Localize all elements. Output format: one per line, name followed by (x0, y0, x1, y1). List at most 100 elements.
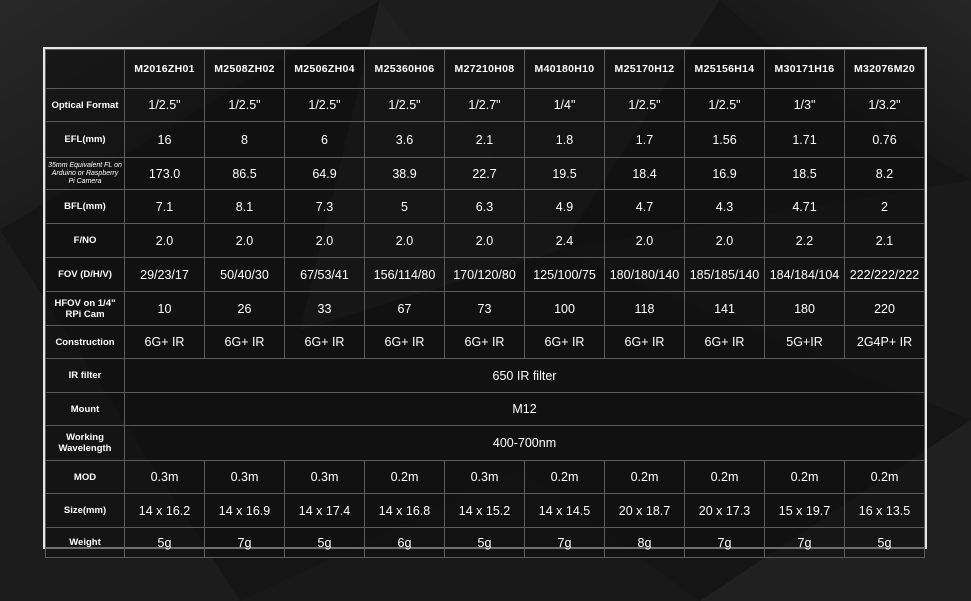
spec-value: 180 (764, 291, 845, 326)
spec-value: 16.9 (684, 157, 765, 190)
spec-value: 16 x 13.5 (844, 493, 925, 528)
spec-value: 156/114/80 (364, 257, 445, 292)
model-header: M2506ZH04 (284, 49, 365, 89)
spec-value: 2.0 (364, 223, 445, 258)
spec-row: MOD 0.3m 0.3m 0.3m 0.2m 0.3m 0.2m 0.2m 0.2m 0.2m 0… (45, 460, 925, 494)
spec-value: 5g (844, 527, 925, 558)
spec-row: 35mm Equivalent FL on Arduino or Raspber… (45, 157, 925, 190)
model-header: M25170H12 (604, 49, 685, 89)
row-label: IR filter (45, 358, 125, 393)
spec-value: 2.1 (444, 121, 525, 158)
spec-value: 15 x 19.7 (764, 493, 845, 528)
row-label: HFOV on 1/4" RPi Cam (45, 291, 125, 326)
spec-value: 1/2.5" (124, 88, 205, 122)
spec-value: 1/2.5" (284, 88, 365, 122)
spec-value: 7g (684, 527, 765, 558)
model-header: M2016ZH01 (124, 49, 205, 89)
spec-value: 3.6 (364, 121, 445, 158)
spec-value: 6G+ IR (204, 325, 285, 359)
spec-value-shared: M12 (124, 392, 925, 426)
spec-value: 20 x 18.7 (604, 493, 685, 528)
spec-value: 118 (604, 291, 685, 326)
spec-value: 73 (444, 291, 525, 326)
spec-value: 14 x 16.2 (124, 493, 205, 528)
spec-value: 6G+ IR (684, 325, 765, 359)
spec-value: 5G+IR (764, 325, 845, 359)
spec-value: 1/2.5" (604, 88, 685, 122)
spec-value: 1/2.5" (684, 88, 765, 122)
spec-value: 14 x 16.8 (364, 493, 445, 528)
spec-value: 0.2m (684, 460, 765, 494)
spec-value: 0.3m (284, 460, 365, 494)
spec-value: 67 (364, 291, 445, 326)
spec-value: 0.76 (844, 121, 925, 158)
spec-row: Optical Format 1/2.5" 1/2.5" 1/2.5" 1/2.5" 1/… (45, 88, 925, 122)
spec-value: 1/3.2" (844, 88, 925, 122)
spec-value: 5 (364, 189, 445, 224)
spec-row: EFL(mm) 16 8 6 3.6 2.1 1.8 1.7 1.56 1.71 0.76 (45, 121, 925, 158)
spec-value: 26 (204, 291, 285, 326)
spec-value: 2.0 (204, 223, 285, 258)
spec-value: 1/4" (524, 88, 605, 122)
spec-value: 2.1 (844, 223, 925, 258)
spec-value: 1/2.5" (204, 88, 285, 122)
spec-value: 1.56 (684, 121, 765, 158)
spec-value: 8g (604, 527, 685, 558)
spec-value: 100 (524, 291, 605, 326)
spec-row: FOV (D/H/V) 29/23/17 50/40/30 67/53/41 156/1… (45, 257, 925, 292)
spec-value: 67/53/41 (284, 257, 365, 292)
row-label: 35mm Equivalent FL on Arduino or Raspber… (45, 157, 125, 190)
spec-value: 0.2m (364, 460, 445, 494)
spec-value: 1/3" (764, 88, 845, 122)
spec-row: BFL(mm) 7.1 8.1 7.3 5 6.3 4.9 4.7 4.3 4.71 2 (45, 189, 925, 224)
spec-row: Construction 6G+ IR 6G+ IR 6G+ IR 6G+ IR 6G+ … (45, 325, 925, 359)
row-label: Working Wavelength (45, 425, 125, 461)
spec-value: 7.1 (124, 189, 205, 224)
spec-value: 19.5 (524, 157, 605, 190)
row-label: BFL(mm) (45, 189, 125, 224)
spec-value: 6g (364, 527, 445, 558)
spec-value: 0.2m (604, 460, 685, 494)
spec-row: F/NO 2.0 2.0 2.0 2.0 2.0 2.4 2.0 2.0 2.2 2.1 (45, 223, 925, 258)
spec-value: 6G+ IR (444, 325, 525, 359)
spec-value: 173.0 (124, 157, 205, 190)
spec-value: 4.3 (684, 189, 765, 224)
spec-value: 2.2 (764, 223, 845, 258)
spec-value: 8.1 (204, 189, 285, 224)
spec-value: 1.7 (604, 121, 685, 158)
spec-value: 5g (124, 527, 205, 558)
spec-value: 1/2.5" (364, 88, 445, 122)
spec-value: 86.5 (204, 157, 285, 190)
model-header: M2508ZH02 (204, 49, 285, 89)
spec-row: Weight 5g 7g 5g 6g 5g 7g 8g 7g 7g 5g (45, 527, 925, 558)
spec-value: 6G+ IR (364, 325, 445, 359)
spec-value-shared: 400-700nm (124, 425, 925, 461)
spec-value: 18.4 (604, 157, 685, 190)
spec-value: 141 (684, 291, 765, 326)
spec-value: 222/222/222 (844, 257, 925, 292)
spec-value: 4.7 (604, 189, 685, 224)
spec-value: 4.71 (764, 189, 845, 224)
spec-value: 7.3 (284, 189, 365, 224)
spec-value: 16 (124, 121, 205, 158)
spec-row: Mount M12 (45, 392, 925, 426)
spec-value: 29/23/17 (124, 257, 205, 292)
spec-value: 0.2m (764, 460, 845, 494)
spec-value: 7g (764, 527, 845, 558)
spec-value: 6.3 (444, 189, 525, 224)
spec-value: 0.3m (124, 460, 205, 494)
spec-row: HFOV on 1/4" RPi Cam 10 26 33 67 73 100 118 141 1… (45, 291, 925, 326)
spec-value: 170/120/80 (444, 257, 525, 292)
spec-value: 0.2m (524, 460, 605, 494)
spec-value: 6 (284, 121, 365, 158)
spec-value: 2.0 (444, 223, 525, 258)
row-label: Mount (45, 392, 125, 426)
spec-value: 14 x 16.9 (204, 493, 285, 528)
spec-row: Size(mm) 14 x 16.2 14 x 16.9 14 x 17.4 14 x … (45, 493, 925, 528)
spec-value: 220 (844, 291, 925, 326)
spec-value: 14 x 14.5 (524, 493, 605, 528)
spec-value: 7g (524, 527, 605, 558)
spec-value: 22.7 (444, 157, 525, 190)
spec-value: 10 (124, 291, 205, 326)
spec-value: 185/185/140 (684, 257, 765, 292)
